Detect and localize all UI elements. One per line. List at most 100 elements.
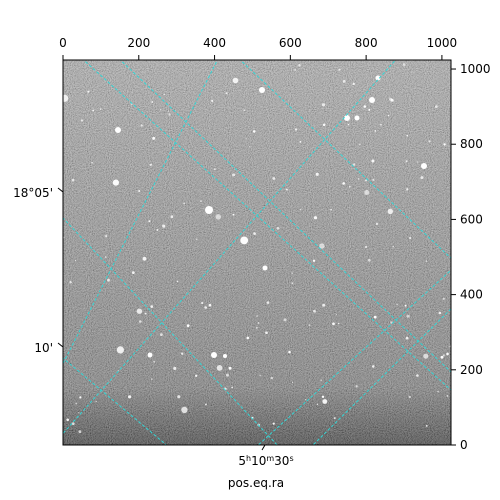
star <box>313 309 316 313</box>
star <box>151 378 153 380</box>
star <box>322 123 326 127</box>
left-axis: 18°05' 10' <box>13 186 64 355</box>
star <box>78 430 82 434</box>
bright-star <box>421 163 427 169</box>
star <box>170 215 174 219</box>
star <box>181 352 184 355</box>
star <box>342 182 346 185</box>
star <box>107 278 110 282</box>
top-axis: 0 200 400 600 800 1000 <box>59 36 457 60</box>
ra-label: 5h10m30s <box>238 454 293 469</box>
star <box>131 271 135 274</box>
star <box>272 177 276 180</box>
star <box>420 176 424 180</box>
star <box>380 123 382 126</box>
star <box>231 386 234 389</box>
star <box>425 424 428 427</box>
star <box>322 303 326 307</box>
star <box>294 128 298 131</box>
star <box>446 395 449 397</box>
star <box>140 124 143 127</box>
top-tick-label-4: 800 <box>355 36 378 50</box>
bright-star <box>223 354 227 358</box>
star <box>349 185 351 188</box>
star <box>291 282 294 285</box>
star <box>181 406 188 414</box>
star <box>390 98 394 102</box>
star <box>91 162 93 164</box>
star <box>232 213 235 216</box>
dec-label-0: 18°05' <box>13 186 53 200</box>
star <box>319 243 325 249</box>
star <box>116 346 124 354</box>
star <box>442 297 445 300</box>
star <box>214 168 216 170</box>
star-field <box>63 63 451 434</box>
star <box>270 376 274 380</box>
star <box>437 390 439 393</box>
star <box>283 318 287 322</box>
star <box>92 109 95 112</box>
star <box>152 136 156 140</box>
star <box>425 260 428 262</box>
top-tick-label-0: 0 <box>59 36 67 50</box>
star <box>288 350 291 354</box>
grid-line-4 <box>119 60 451 373</box>
star <box>259 374 261 377</box>
star <box>321 103 326 107</box>
star <box>358 178 360 180</box>
star <box>364 245 368 249</box>
star <box>183 202 186 205</box>
star <box>256 327 258 329</box>
star <box>312 259 316 262</box>
star <box>291 272 293 274</box>
star <box>408 395 411 399</box>
star <box>196 238 198 240</box>
star <box>342 80 346 83</box>
star <box>291 381 294 383</box>
bright-star <box>375 75 381 81</box>
star <box>87 90 90 93</box>
star <box>216 365 223 371</box>
star <box>63 94 69 102</box>
bright-star <box>262 265 268 271</box>
star <box>364 190 370 195</box>
star <box>253 232 256 235</box>
star <box>367 258 371 262</box>
star <box>371 159 375 163</box>
star <box>138 190 141 192</box>
right-axis: 0 200 400 600 800 1000 <box>451 62 491 452</box>
star <box>417 161 419 163</box>
star <box>204 306 207 309</box>
bright-star <box>369 97 375 103</box>
star <box>232 173 236 177</box>
star <box>440 355 444 359</box>
star <box>438 311 442 315</box>
star <box>99 108 102 110</box>
star <box>338 68 341 71</box>
star <box>228 366 232 370</box>
star <box>332 322 335 326</box>
star <box>151 101 154 103</box>
star <box>446 352 449 356</box>
star <box>95 400 97 402</box>
star <box>163 93 165 96</box>
star <box>299 209 302 211</box>
x-axis-label: pos.eq.ra <box>228 476 284 490</box>
star <box>406 134 409 137</box>
right-tick-label-5: 1000 <box>460 62 491 76</box>
star <box>405 336 409 340</box>
star <box>128 395 132 399</box>
star <box>148 220 151 223</box>
star <box>252 130 256 133</box>
star <box>322 399 328 404</box>
star <box>156 229 159 231</box>
bright-star <box>211 352 217 358</box>
star <box>330 208 332 211</box>
star <box>186 324 190 327</box>
right-tick-label-3: 600 <box>460 212 483 226</box>
star <box>245 138 247 140</box>
star <box>150 305 153 308</box>
star <box>69 281 72 284</box>
star <box>372 178 375 181</box>
